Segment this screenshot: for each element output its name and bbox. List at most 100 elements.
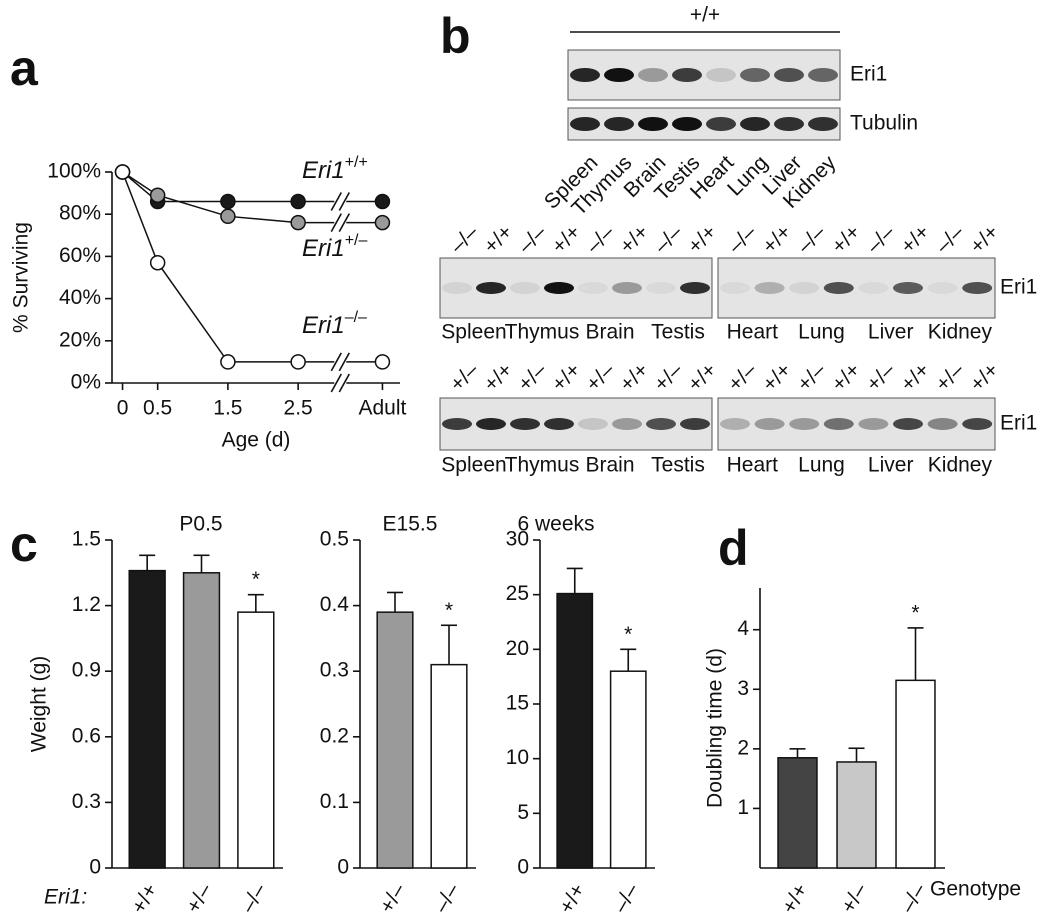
bar <box>777 757 818 869</box>
bar <box>895 679 936 869</box>
blot-band <box>789 418 820 430</box>
series-superscript: –/– <box>345 309 367 326</box>
bar <box>430 663 468 869</box>
x-tick-label: +/+ <box>127 880 162 916</box>
bar <box>237 611 275 869</box>
genotype-label: +/+ <box>547 358 585 396</box>
blot-band <box>442 418 472 430</box>
tissue-label: Brain <box>585 454 634 477</box>
blot-band <box>612 418 642 430</box>
blot-band <box>510 282 540 294</box>
genotype-label: +/– <box>862 358 900 396</box>
blot-band <box>544 418 574 430</box>
blot-band <box>680 282 710 294</box>
genotype-label: +/+ <box>615 220 653 258</box>
genotype-label: +/+ <box>758 220 796 258</box>
point <box>220 193 236 210</box>
tissue-label: Brain <box>585 321 634 344</box>
band-label: Eri1 <box>850 63 887 86</box>
y-axis-label: % Surviving <box>10 222 33 333</box>
chart-title: 6 weeks <box>517 513 594 536</box>
blot-band <box>823 418 854 430</box>
genotype-label: +/+ <box>683 220 721 258</box>
genotype-label: +/+ <box>827 220 865 258</box>
tissue-label: Testis <box>651 321 705 344</box>
genotype-label: +/+ <box>896 220 934 258</box>
y-tick-label: 100% <box>47 160 101 183</box>
genotype-label: –/– <box>446 221 483 258</box>
genotype-label: +/+ <box>615 358 653 396</box>
chart-title: P0.5 <box>179 513 222 536</box>
x-axis-label: Eri1: <box>44 886 87 909</box>
genotype-label: +/+ <box>479 220 517 258</box>
genotype-label: +/+ <box>896 358 934 396</box>
tissue-label: Liver <box>868 454 914 477</box>
blot-band <box>720 282 750 294</box>
genotype-label: +/– <box>793 358 831 396</box>
y-tick-label: 0 <box>337 856 349 879</box>
x-tick-label: –/– <box>609 880 644 916</box>
genotype-label: +/+ <box>966 358 1004 396</box>
y-tick-label: 4 <box>737 617 749 640</box>
significance: * <box>252 568 260 591</box>
chart-title: E15.5 <box>383 513 438 536</box>
axis-break <box>330 373 342 393</box>
tissue-label: Lung <box>798 454 845 477</box>
genotype-label: +/+ <box>683 358 721 396</box>
genotype-label: +/– <box>931 358 969 396</box>
significance: * <box>911 601 919 624</box>
point <box>220 208 236 225</box>
blot <box>717 397 996 451</box>
genotype-label: +/+ <box>966 220 1004 258</box>
y-axis-label: Weight (g) <box>28 656 51 752</box>
tissue-label: Spleen <box>441 454 506 477</box>
y-tick-label: 30 <box>506 528 529 551</box>
x-tick-label: +/– <box>182 879 217 916</box>
y-tick-label: 40% <box>59 286 101 309</box>
axis-break <box>338 373 350 393</box>
blot-band <box>672 68 702 82</box>
bar <box>556 592 594 869</box>
blot-band <box>638 68 668 82</box>
series-superscript: +/+ <box>345 154 368 171</box>
y-tick-label: 0.1 <box>320 790 349 813</box>
band-label: Eri1 <box>1000 412 1037 435</box>
point <box>220 354 236 370</box>
series-superscript: +/– <box>345 232 368 249</box>
axis-break-gap <box>334 351 347 372</box>
axis-break <box>330 213 342 233</box>
x-tick-label: 0 <box>117 397 129 420</box>
blot-band <box>638 117 668 131</box>
blot-band <box>893 418 923 430</box>
genotype-label: +/+ <box>479 358 517 396</box>
y-axis-label: Doubling time (d) <box>704 648 727 808</box>
blot-band <box>646 418 676 430</box>
axis-break <box>338 192 350 211</box>
series-name: Eri1 <box>302 157 345 184</box>
blot-band <box>789 282 820 294</box>
y-tick-label: 0.6 <box>72 724 101 747</box>
y-tick-label: 15 <box>506 692 529 715</box>
tissue-label: Testis <box>651 454 705 477</box>
blot-band <box>774 117 804 131</box>
blot-band <box>823 282 854 294</box>
point <box>149 187 166 203</box>
tissue-label: Thymus <box>505 454 580 477</box>
axis-break-gap <box>334 212 347 233</box>
blot-band <box>927 418 958 430</box>
blot-band <box>578 418 608 430</box>
x-tick-label: +/– <box>375 879 410 916</box>
genotype-label: +/– <box>582 358 620 396</box>
y-tick-label: 0 <box>517 856 529 879</box>
bar <box>182 572 221 869</box>
tissue-label: Thymus <box>505 321 580 344</box>
genotype-label: +/– <box>724 358 762 396</box>
tissue-label: Liver <box>868 321 914 344</box>
x-tick-label: Adult <box>359 397 407 420</box>
series-label: Eri1+/– <box>302 232 367 262</box>
axis-break-gap <box>334 373 347 393</box>
axis-break-gap <box>334 191 347 212</box>
blot-band <box>706 68 736 82</box>
series-label: Eri1–/– <box>302 309 367 339</box>
axis-break <box>330 352 342 372</box>
